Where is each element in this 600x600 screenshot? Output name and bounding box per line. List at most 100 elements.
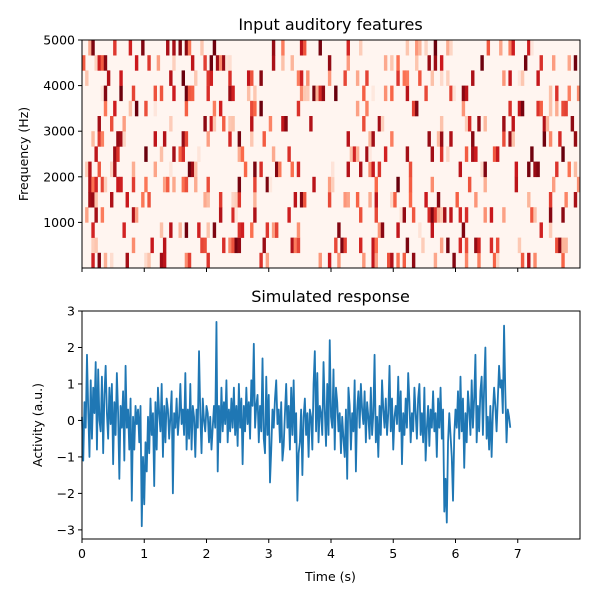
heatmap-cell: [157, 55, 160, 70]
heatmap-cell: [518, 70, 521, 86]
heatmap-cell: [182, 131, 185, 147]
heatmap-cell: [353, 146, 356, 162]
heatmap-cell: [253, 162, 256, 178]
heatmap-cell: [182, 177, 185, 193]
heatmap-cell: [502, 131, 505, 147]
heatmap-cell: [427, 131, 430, 147]
heatmap-cell: [213, 116, 216, 132]
heatmap-cell: [219, 192, 222, 208]
heatmap-cell: [459, 162, 462, 178]
heatmap-cell: [480, 162, 483, 178]
heatmap-cell: [530, 40, 533, 56]
heatmap-cell: [222, 116, 225, 132]
heatmap-cell: [241, 222, 244, 238]
heatmap-cell: [182, 70, 185, 86]
heatmap-cell: [375, 207, 378, 223]
heatmap-cell: [393, 192, 396, 208]
heatmap-cell: [154, 162, 157, 178]
heatmap-cell: [197, 146, 200, 162]
heatmap-cell: [253, 86, 256, 102]
heatmap-cell: [259, 101, 262, 117]
heatmap-cell: [446, 70, 449, 86]
heatmap-cell: [194, 70, 197, 86]
heatmap-cell: [263, 131, 266, 147]
heatmap-cell: [272, 55, 275, 70]
heatmap-cell: [552, 55, 555, 70]
heatmap-cell: [207, 177, 210, 193]
heatmap-cell: [440, 146, 443, 162]
heatmap-cell: [375, 253, 378, 268]
heatmap-cell: [465, 207, 468, 223]
heatmap-cell: [135, 207, 138, 223]
heatmap-cell: [533, 207, 536, 223]
heatmap-cell: [244, 162, 247, 178]
heatmap-cell: [533, 162, 536, 178]
heatmap-cell: [213, 101, 216, 117]
heatmap-cell: [396, 222, 399, 238]
heatmap-cell: [119, 131, 122, 147]
heatmap-cell: [406, 40, 409, 56]
line-x-tick-label: 1: [140, 546, 148, 561]
heatmap-cell: [163, 238, 166, 254]
heatmap-cell: [552, 177, 555, 193]
heatmap-cell: [474, 146, 477, 162]
heatmap-cell: [303, 40, 306, 56]
heatmap-cell: [465, 238, 468, 254]
heatmap-cell: [515, 162, 518, 178]
heatmap-cell: [508, 40, 511, 56]
heatmap-cell: [446, 40, 449, 56]
heatmap-cell: [287, 207, 290, 223]
heatmap-cell: [263, 238, 266, 254]
heatmap-cell: [238, 146, 241, 162]
heatmap-cell: [154, 101, 157, 117]
heatmap-cell: [564, 192, 567, 208]
heatmap-cell: [375, 238, 378, 254]
heatmap-cell: [219, 207, 222, 223]
heatmap-cell: [571, 116, 574, 132]
heatmap-cell: [412, 101, 415, 117]
heatmap-cell: [104, 55, 107, 70]
heatmap-cell: [371, 253, 374, 268]
heatmap-cell: [415, 55, 418, 70]
heatmap-cell: [219, 101, 222, 117]
heatmap-cell: [574, 131, 577, 147]
heatmap-cell: [110, 253, 113, 268]
heatmap-cell: [474, 192, 477, 208]
heatmap-cell: [266, 177, 269, 193]
heatmap-cell: [465, 146, 468, 162]
heatmap-cell: [359, 207, 362, 223]
heatmap-cell: [194, 162, 197, 178]
line-plot-area: [82, 322, 510, 526]
heatmap-cell: [564, 101, 567, 117]
heatmap-cell: [185, 86, 188, 102]
heatmap-cell: [561, 101, 564, 117]
heatmap-cell: [172, 146, 175, 162]
heatmap-cell: [431, 222, 434, 238]
heatmap-cell: [568, 86, 571, 102]
heatmap-cell: [163, 177, 166, 193]
heatmap-cell: [203, 55, 206, 70]
heatmap-cell: [284, 116, 287, 132]
heatmap-cell: [91, 253, 94, 268]
heatmap-cell: [549, 86, 552, 102]
heatmap-cell: [540, 55, 543, 70]
heatmap-cell: [119, 86, 122, 102]
heatmap-cell: [434, 55, 437, 70]
heatmap-cell: [144, 101, 147, 117]
heatmap-cell: [160, 86, 163, 102]
heatmap-cell: [471, 131, 474, 147]
line-x-tick-label: 5: [389, 546, 397, 561]
heatmap-cell: [543, 116, 546, 132]
heatmap-cell: [440, 238, 443, 254]
heatmap-cell: [356, 146, 359, 162]
heatmap-cell: [378, 162, 381, 178]
heatmap-cell: [231, 86, 234, 102]
heatmap-cell: [160, 222, 163, 238]
heatmap-cell: [527, 253, 530, 268]
heatmap-cell: [515, 177, 518, 193]
heatmap-cell: [191, 162, 194, 178]
heatmap-cell: [259, 70, 262, 86]
heatmap-y-tick-label: 2000: [43, 169, 75, 184]
heatmap-cell: [91, 131, 94, 147]
heatmap-cell: [347, 55, 350, 70]
